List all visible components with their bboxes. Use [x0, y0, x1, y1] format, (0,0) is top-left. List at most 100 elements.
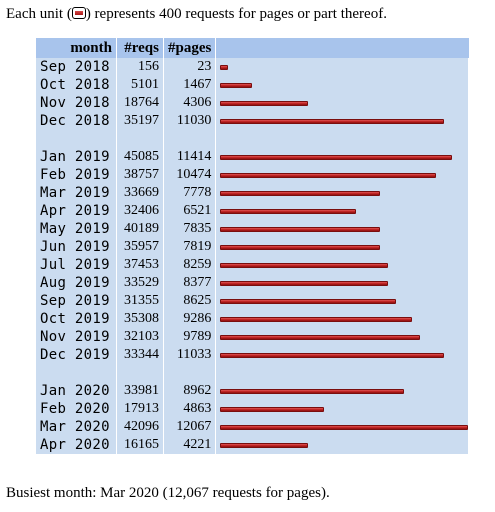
- table-row: May 2019 40189 7835: [36, 220, 470, 238]
- table-row: Feb 2019 38757 10474: [36, 166, 470, 184]
- month-cell: Jul 2019: [36, 256, 117, 274]
- pages-bar: [220, 82, 253, 88]
- bar-cell: [215, 418, 470, 436]
- pages-bar: [220, 154, 453, 160]
- table-row: Dec 2019 33344 11033: [36, 346, 470, 364]
- spacer-cell: [36, 364, 117, 382]
- bar-cell: [215, 346, 470, 364]
- table-row: Feb 2020 17913 4863: [36, 400, 470, 418]
- bar-cell: [215, 238, 470, 256]
- month-cell: Jan 2019: [36, 148, 117, 166]
- pages-bar: [220, 442, 309, 448]
- spacer-cell: [163, 364, 217, 382]
- column-header-month: month: [36, 38, 117, 58]
- column-header-reqs: #reqs: [116, 38, 164, 58]
- column-header-pages: #pages: [163, 38, 217, 58]
- table-row: Jan 2020 33981 8962: [36, 382, 470, 400]
- month-cell: Jan 2020: [36, 382, 117, 400]
- unit-legend-text: Each unit () represents 400 requests for…: [6, 4, 387, 24]
- bar-cell: [215, 202, 470, 220]
- table-row: Jun 2019 35957 7819: [36, 238, 470, 256]
- pages-bar: [220, 244, 381, 250]
- pages-bar: [220, 298, 397, 304]
- pages-bar: [220, 352, 445, 358]
- bar-cell: [215, 274, 470, 292]
- unit-bar-icon: [71, 7, 86, 19]
- pages-cell: 8962: [163, 382, 217, 400]
- bar-cell: [215, 436, 470, 454]
- bar-cell: [215, 148, 470, 166]
- pages-cell: 7819: [163, 238, 217, 256]
- reqs-cell: 37453: [116, 256, 164, 274]
- reqs-cell: 5101: [116, 76, 164, 94]
- month-cell: Apr 2019: [36, 202, 117, 220]
- spacer-cell: [215, 130, 470, 148]
- pages-bar: [220, 280, 389, 286]
- pages-cell: 11030: [163, 112, 217, 130]
- reqs-cell: 18764: [116, 94, 164, 112]
- pages-cell: 11033: [163, 346, 217, 364]
- pages-cell: 8625: [163, 292, 217, 310]
- table-row: Mar 2019 33669 7778: [36, 184, 470, 202]
- column-header-graph: [215, 38, 469, 58]
- month-cell: May 2019: [36, 220, 117, 238]
- pages-bar: [220, 316, 413, 322]
- table-row: Dec 2018 35197 11030: [36, 112, 470, 130]
- table-row: Sep 2018 156 23: [36, 58, 470, 76]
- unit-legend-prefix: Each unit (: [6, 6, 72, 22]
- pages-cell: 4221: [163, 436, 217, 454]
- table-row: Mar 2020 42096 12067: [36, 418, 470, 436]
- month-cell: Sep 2019: [36, 292, 117, 310]
- pages-cell: 7778: [163, 184, 217, 202]
- reqs-cell: 42096: [116, 418, 164, 436]
- bar-cell: [215, 58, 470, 76]
- pages-bar: [220, 424, 469, 430]
- reqs-cell: 35957: [116, 238, 164, 256]
- bar-cell: [215, 76, 470, 94]
- pages-bar: [220, 64, 229, 70]
- reqs-cell: 40189: [116, 220, 164, 238]
- pages-bar: [220, 226, 381, 232]
- pages-cell: 1467: [163, 76, 217, 94]
- pages-cell: 8259: [163, 256, 217, 274]
- pages-cell: 9286: [163, 310, 217, 328]
- reqs-cell: 35308: [116, 310, 164, 328]
- pages-bar: [220, 172, 437, 178]
- reqs-cell: 35197: [116, 112, 164, 130]
- spacer-cell: [116, 130, 164, 148]
- bar-cell: [215, 94, 470, 112]
- group-spacer-row: [36, 364, 470, 382]
- pages-bar: [220, 334, 421, 340]
- month-cell: Feb 2019: [36, 166, 117, 184]
- table-row: Oct 2018 5101 1467: [36, 76, 470, 94]
- pages-cell: 9789: [163, 328, 217, 346]
- reqs-cell: 33981: [116, 382, 164, 400]
- month-cell: Sep 2018: [36, 58, 117, 76]
- pages-cell: 11414: [163, 148, 217, 166]
- bar-cell: [215, 292, 470, 310]
- table-row: Nov 2019 32103 9789: [36, 328, 470, 346]
- month-cell: Oct 2018: [36, 76, 117, 94]
- monthly-report-table: month #reqs #pages Sep 2018 156 23 Oct 2018…: [36, 38, 470, 454]
- pages-bar: [220, 388, 405, 394]
- pages-bar: [220, 208, 357, 214]
- pages-bar: [220, 100, 309, 106]
- table-row: Jan 2019 45085 11414: [36, 148, 470, 166]
- pages-bar: [220, 406, 325, 412]
- reqs-cell: 16165: [116, 436, 164, 454]
- reqs-cell: 17913: [116, 400, 164, 418]
- reqs-cell: 156: [116, 58, 164, 76]
- pages-cell: 12067: [163, 418, 217, 436]
- pages-cell: 8377: [163, 274, 217, 292]
- reqs-cell: 32103: [116, 328, 164, 346]
- bar-cell: [215, 184, 470, 202]
- month-cell: Mar 2020: [36, 418, 117, 436]
- table-row: Apr 2020 16165 4221: [36, 436, 470, 454]
- bar-cell: [215, 220, 470, 238]
- table-row: Nov 2018 18764 4306: [36, 94, 470, 112]
- reqs-cell: 33669: [116, 184, 164, 202]
- busiest-month-summary: Busiest month: Mar 2020 (12,067 requests…: [6, 485, 330, 501]
- month-cell: Nov 2018: [36, 94, 117, 112]
- spacer-cell: [215, 364, 470, 382]
- spacer-cell: [116, 364, 164, 382]
